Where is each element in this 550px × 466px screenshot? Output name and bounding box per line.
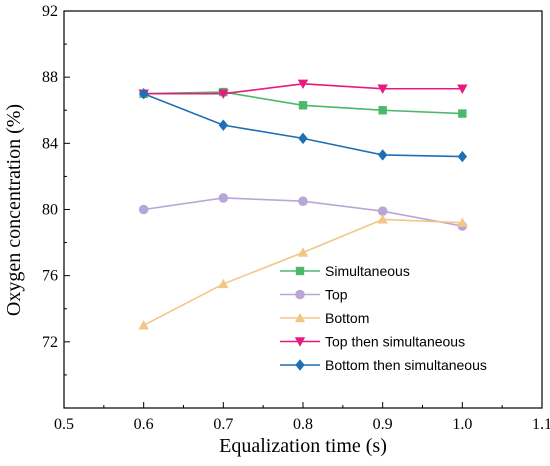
plot-frame [63,10,543,409]
legend-label: Top [325,287,348,303]
data-point [377,206,388,216]
legend-item: Bottom [280,310,369,326]
legend-marker [295,289,305,300]
series-top-then-simultaneous [138,79,468,99]
legend-label: Bottom [325,310,369,326]
data-point [138,88,149,100]
legend-label: Top then simultaneous [325,334,465,350]
data-point [378,106,387,115]
data-point [458,109,467,118]
x-tick-label: 1.0 [452,416,472,433]
y-tick-label: 76 [42,268,58,285]
legend-item: Simultaneous [280,263,410,279]
data-point [457,217,468,227]
legend-item: Top then simultaneous [280,334,465,350]
data-point [377,149,388,161]
x-tick-label: 1.1 [532,416,550,433]
x-axis-title: Equalization time (s) [219,435,387,457]
x-tick-label: 0.9 [373,416,393,433]
data-point [218,89,229,99]
x-tick-label: 0.6 [134,416,154,433]
data-point [457,150,468,163]
x-tick-label: 0.8 [293,416,313,433]
data-point [297,79,309,89]
data-point [377,214,388,224]
data-point [218,119,229,131]
y-tick-label: 72 [42,334,58,351]
y-tick-label: 92 [42,3,58,20]
legend-item: Top [280,287,348,303]
series-simultaneous [139,87,467,118]
legend-marker [294,312,306,323]
y-tick-label: 84 [42,135,58,152]
data-point [457,84,468,94]
data-point [377,84,388,94]
series-top [138,193,468,231]
data-point [297,247,309,257]
data-point [138,204,149,215]
legend-label: Bottom then simultaneous [325,357,487,373]
y-tick-label: 88 [42,69,58,86]
x-tick-label: 0.5 [54,416,74,433]
legend: Simultaneous Top Bottom Top then simultaneo… [280,263,487,373]
data-point [218,278,229,289]
series-layer [138,79,468,330]
legend-label: Simultaneous [325,263,410,279]
legend-marker [295,266,305,276]
axes: 0.5 0.6 0.7 0.8 0.9 1.0 1.1 72 76 80 84 88 92 [42,3,550,433]
series-bottom [138,214,468,330]
y-axis-title: Oxygen concentration (%) [3,104,25,316]
legend-marker [294,337,306,347]
data-point [218,193,229,203]
legend-marker [295,359,305,371]
data-point [138,320,149,330]
y-tick-label: 80 [42,202,58,219]
data-point [298,196,308,207]
x-tick-label: 0.7 [213,416,233,433]
data-point [298,101,308,110]
legend-item: Bottom then simultaneous [280,357,487,373]
data-point [298,132,308,145]
series-bottom-then-simultaneous [138,88,468,163]
